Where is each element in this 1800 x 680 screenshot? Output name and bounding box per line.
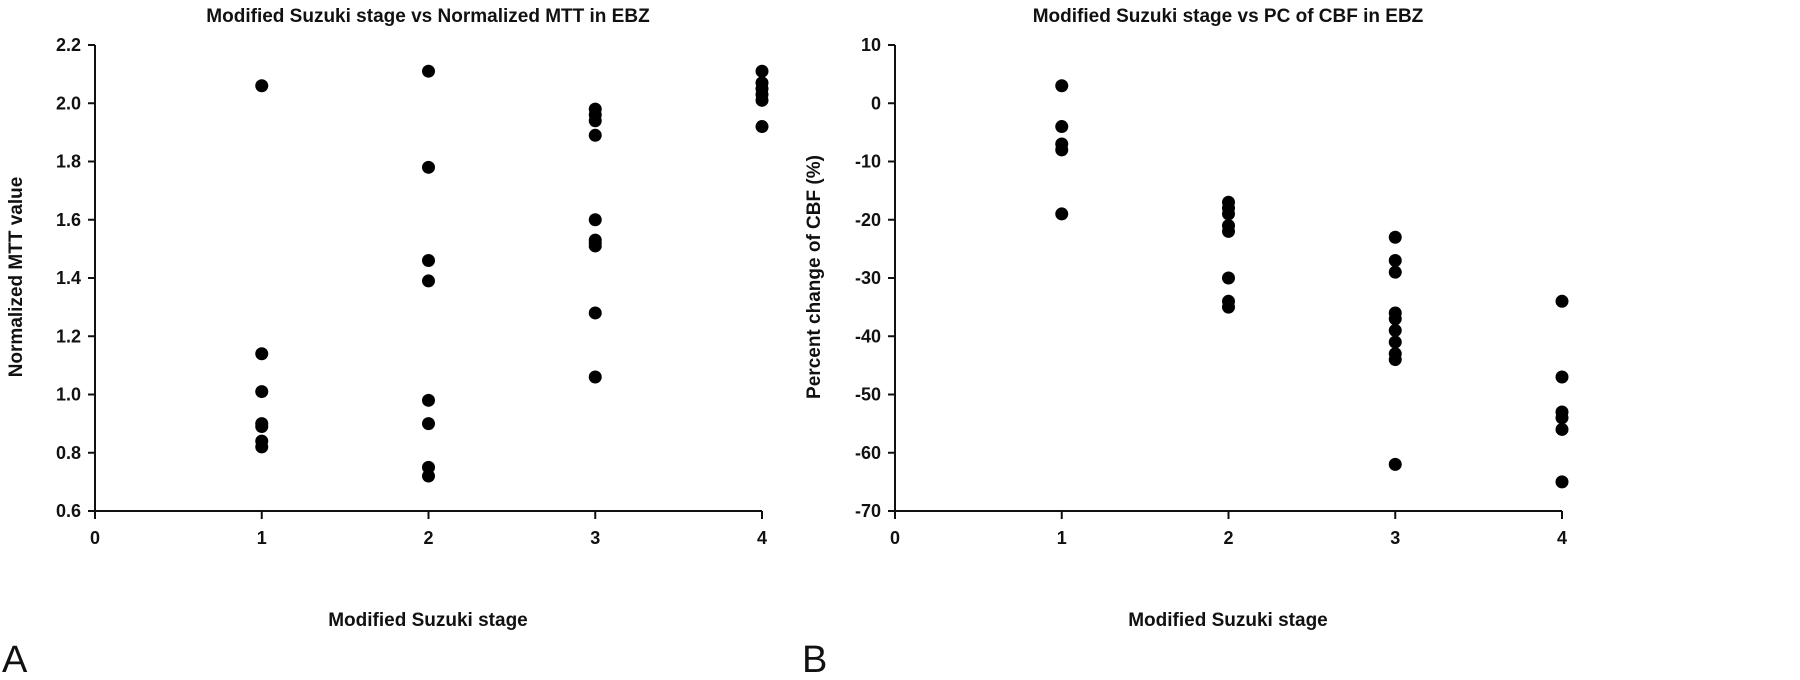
x-tick-label: 4 <box>1557 528 1567 548</box>
data-point <box>422 254 435 268</box>
x-tick-label: 0 <box>890 528 900 548</box>
data-point <box>1388 312 1402 326</box>
y-tick-label: 10 <box>861 35 881 55</box>
data-point <box>588 239 602 253</box>
data-point <box>1222 224 1235 238</box>
axes: -70 -60 -50 -40 -30 -20 -10 0 10 0 1 2 3 4 <box>855 35 1567 548</box>
data-point <box>422 417 435 431</box>
data-point <box>1555 475 1569 489</box>
y-tick-label: 0.6 <box>56 501 81 521</box>
data-point <box>1055 207 1069 221</box>
y-tick-label: 0.8 <box>56 443 81 463</box>
chart-title: Modified Suzuki stage vs PC of CBF in EB… <box>1033 6 1424 27</box>
data-point <box>1555 294 1569 308</box>
panel-letter: A <box>2 639 28 680</box>
y-tick-label: 2.2 <box>56 35 81 55</box>
y-axis-label: Percent change of CBF (%) <box>804 155 825 399</box>
y-axis-label: Normalized MTT value <box>6 177 27 378</box>
x-tick-label: 0 <box>90 528 100 548</box>
data-point <box>588 114 602 128</box>
panel-letter: B <box>802 639 827 680</box>
x-tick-label: 4 <box>757 528 767 548</box>
data-point <box>1555 370 1569 384</box>
data-point <box>422 469 435 483</box>
data-point <box>255 385 269 399</box>
data-point <box>255 79 269 93</box>
data-point <box>1555 411 1569 425</box>
data-point <box>422 274 435 288</box>
data-point <box>1388 335 1402 349</box>
y-tick-label: 2.0 <box>56 93 81 113</box>
data-point <box>1055 143 1069 157</box>
data-point <box>422 160 435 174</box>
data-point <box>755 120 769 134</box>
data-point <box>1388 323 1402 337</box>
data-point <box>588 213 602 227</box>
data-point <box>588 128 602 142</box>
x-tick-label: 2 <box>1223 528 1233 548</box>
data-point <box>755 93 769 107</box>
data-point <box>1222 207 1235 221</box>
x-tick-label: 3 <box>1390 528 1400 548</box>
y-tick-label: -50 <box>855 385 881 405</box>
y-tick-label: 1.4 <box>56 268 81 288</box>
y-tick-label: -40 <box>855 326 881 346</box>
chart-panel-a: Modified Suzuki stage vs Normalized MTT … <box>2 6 769 680</box>
data-point <box>1055 120 1069 134</box>
x-tick-label: 3 <box>590 528 600 548</box>
data-point <box>1555 422 1569 436</box>
y-tick-label: -20 <box>855 210 881 230</box>
y-tick-label: 1.6 <box>56 210 81 230</box>
data-point <box>255 420 269 434</box>
chart-title: Modified Suzuki stage vs Normalized MTT … <box>206 6 650 27</box>
x-tick-label: 1 <box>1057 528 1067 548</box>
y-tick-label: 0 <box>871 93 881 113</box>
data-points <box>255 64 769 483</box>
y-tick-label: 1.2 <box>56 326 81 346</box>
data-point <box>588 306 602 320</box>
data-point <box>1388 353 1402 367</box>
data-point <box>422 393 435 407</box>
data-point <box>1388 457 1402 471</box>
x-axis-label: Modified Suzuki stage <box>328 610 528 631</box>
data-point <box>1388 265 1402 279</box>
y-tick-label: -70 <box>855 501 881 521</box>
data-points <box>1055 79 1569 489</box>
axes: 0.6 0.8 1.0 1.2 1.4 1.6 1.8 2.0 2.2 0 1 2 3 4 <box>56 35 767 548</box>
y-tick-label: -60 <box>855 443 881 463</box>
x-axis-label: Modified Suzuki stage <box>1128 610 1328 631</box>
data-point <box>255 440 269 454</box>
data-point <box>1222 300 1235 314</box>
y-tick-label: 1.0 <box>56 385 81 405</box>
data-point <box>1055 79 1069 93</box>
x-tick-label: 1 <box>257 528 267 548</box>
data-point <box>1388 254 1402 268</box>
data-point <box>422 64 435 78</box>
data-point <box>1388 230 1402 244</box>
data-point <box>588 370 602 384</box>
x-tick-label: 2 <box>423 528 433 548</box>
data-point <box>755 64 769 78</box>
y-tick-label: -10 <box>855 152 881 172</box>
data-point <box>255 347 269 361</box>
y-tick-label: -30 <box>855 268 881 288</box>
y-tick-label: 1.8 <box>56 152 81 172</box>
data-point <box>1222 271 1235 285</box>
chart-panel-b: Modified Suzuki stage vs PC of CBF in EB… <box>802 6 1569 680</box>
